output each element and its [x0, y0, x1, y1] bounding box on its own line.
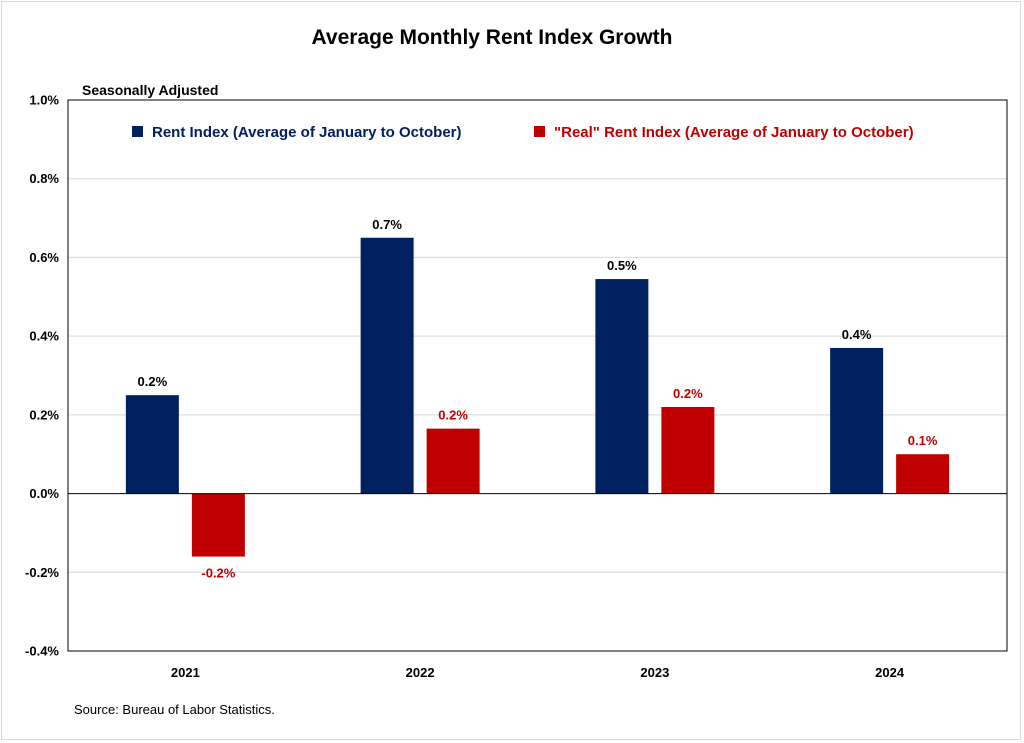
- x-tick-label: 2021: [171, 665, 200, 680]
- legend-swatch: [534, 126, 545, 137]
- plot-border: [67, 99, 1008, 652]
- y-tick-label: -0.2%: [25, 565, 59, 580]
- legend: Rent Index (Average of January to Octobe…: [132, 124, 914, 141]
- chart-title: Average Monthly Rent Index Growth: [312, 26, 673, 49]
- bar: [595, 279, 649, 494]
- chart-subtitle: Seasonally Adjusted: [82, 82, 218, 98]
- bar: [896, 454, 950, 494]
- legend-swatch: [132, 126, 143, 137]
- y-tick-label: 0.4%: [29, 329, 59, 344]
- x-tick-label: 2022: [406, 665, 435, 680]
- source-note: Source: Bureau of Labor Statistics.: [74, 702, 275, 717]
- bar: [661, 406, 715, 494]
- data-label: -0.2%: [201, 566, 235, 581]
- x-tick-label: 2024: [875, 665, 905, 680]
- data-label: 0.7%: [372, 217, 402, 232]
- data-label: 0.4%: [842, 327, 872, 342]
- y-tick-label: 1.0%: [29, 93, 59, 108]
- legend-label: "Real" Rent Index (Average of January to…: [554, 124, 914, 141]
- data-label: 0.2%: [673, 386, 703, 401]
- data-label: 0.2%: [438, 408, 468, 423]
- y-tick-label: 0.2%: [29, 407, 59, 422]
- plot-area: -0.4% -0.2% 0.0% 0.2% 0.4% 0.6% 0.8% 1.0% 0.2% -0…: [25, 93, 1008, 680]
- legend-label: Rent Index (Average of January to Octobe…: [152, 124, 462, 141]
- bar: [426, 428, 480, 494]
- x-tick-label: 2023: [640, 665, 669, 680]
- bar: [125, 395, 179, 494]
- data-label: 0.1%: [908, 433, 938, 448]
- bar: [830, 347, 884, 494]
- y-tick-label: 0.6%: [29, 250, 59, 265]
- bar: [360, 237, 414, 494]
- y-tick-label: 0.8%: [29, 171, 59, 186]
- y-tick-label: 0.0%: [29, 486, 59, 501]
- bar: [191, 493, 245, 557]
- data-label: 0.5%: [607, 258, 637, 273]
- data-label: 0.2%: [138, 374, 168, 389]
- y-tick-label: -0.4%: [25, 644, 59, 659]
